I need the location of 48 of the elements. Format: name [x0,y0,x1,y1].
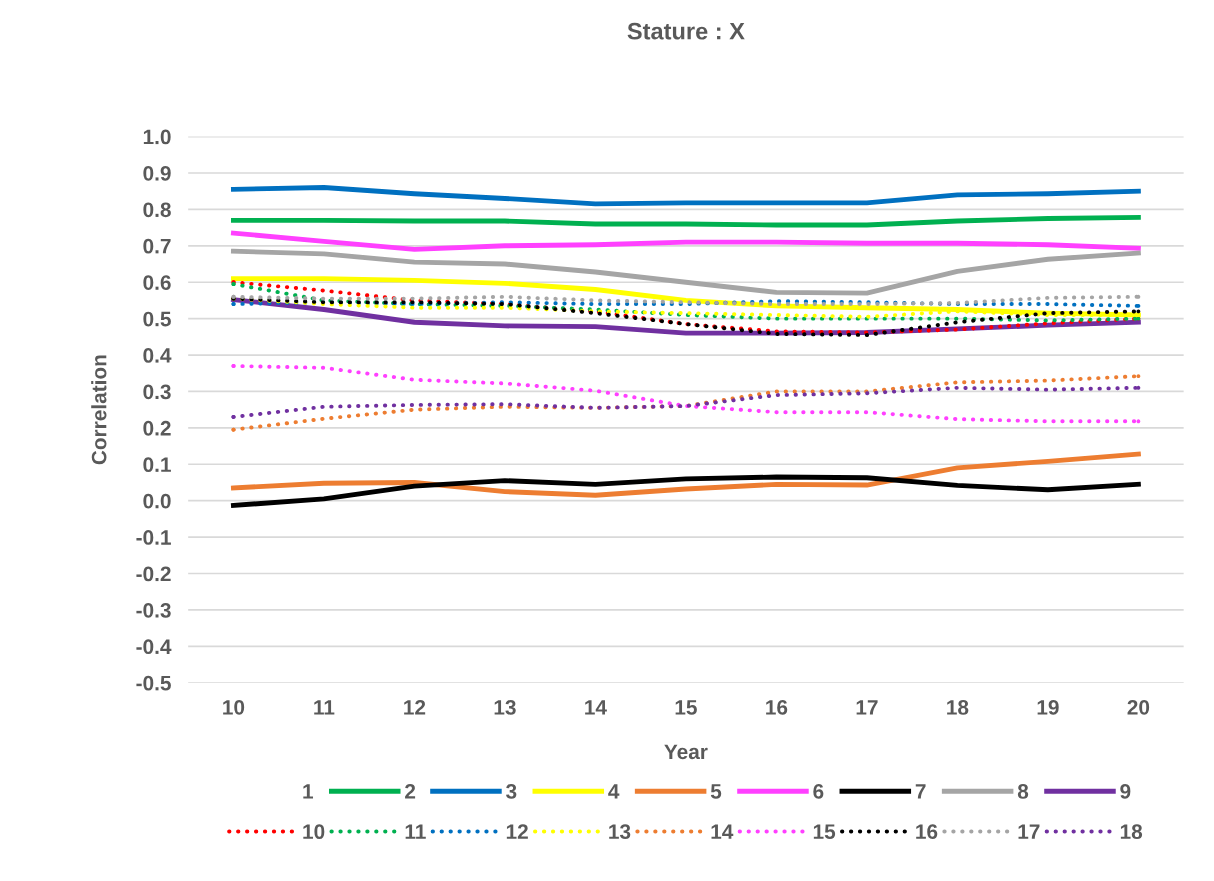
x-tick-label: 12 [404,699,426,715]
y-tick-label: 0.8 [143,202,171,218]
legend-label: 4 [608,784,620,799]
y-tick-label: -0.2 [136,566,171,582]
y-tick-label: 0.4 [143,348,172,363]
legend-label: 15 [813,824,836,840]
text: 1 [303,784,314,799]
x-tick-label: 14 [585,700,607,715]
y-tick-label: 0.9 [143,165,171,181]
legend-label: 8 [1017,784,1029,799]
legend-label: 3 [506,784,517,799]
x-axis-title: Year [664,744,708,760]
legend-label: 13 [609,824,631,840]
x-tick-label: 13 [494,699,516,715]
legend-label: 14 [711,824,734,839]
chart-title: Stature : X [627,22,745,40]
legend-label: 17 [1018,824,1040,839]
x-tick-label: 17 [856,700,878,715]
x-tick-label: 19 [1037,699,1059,715]
x-tick-label: 20 [1127,699,1150,715]
y-tick-label: -0.3 [136,602,171,618]
y-tick-label: -0.4 [136,639,172,655]
y-tick-label: 0.7 [143,238,171,254]
y-tick-label: -0.1 [136,530,171,545]
y-tick-label: 0.5 [143,311,171,327]
y-axis-title: Correlation [91,355,107,465]
legend-label: 11 [405,824,426,839]
legend-label: 12 [506,824,528,839]
x-tick-label: 18 [947,699,969,715]
y-tick-label: 0.3 [143,384,171,400]
x-tick-label: 16 [766,699,788,715]
legend-label: 2 [405,784,416,799]
legend-label: 6 [813,784,824,799]
legend-label: 16 [916,824,938,840]
x-tick-label: 11 [314,700,335,715]
y-tick-label: 0.1 [143,457,171,473]
x-tick-label: 15 [675,700,697,715]
legend-label: 9 [1120,784,1131,799]
x-tick-label: 10 [223,699,245,715]
legend-label: 5 [710,784,722,799]
legend-label: 18 [1120,824,1143,840]
y-tick-label: -0.5 [136,675,171,691]
legend-label: 10 [303,824,325,840]
legend-label: 7 [915,784,926,799]
y-tick-label: 1.0 [143,129,171,145]
y-tick-label: 0.2 [143,420,171,436]
y-tick-label: 0.6 [143,275,171,290]
y-tick-label: 0.0 [143,493,171,509]
